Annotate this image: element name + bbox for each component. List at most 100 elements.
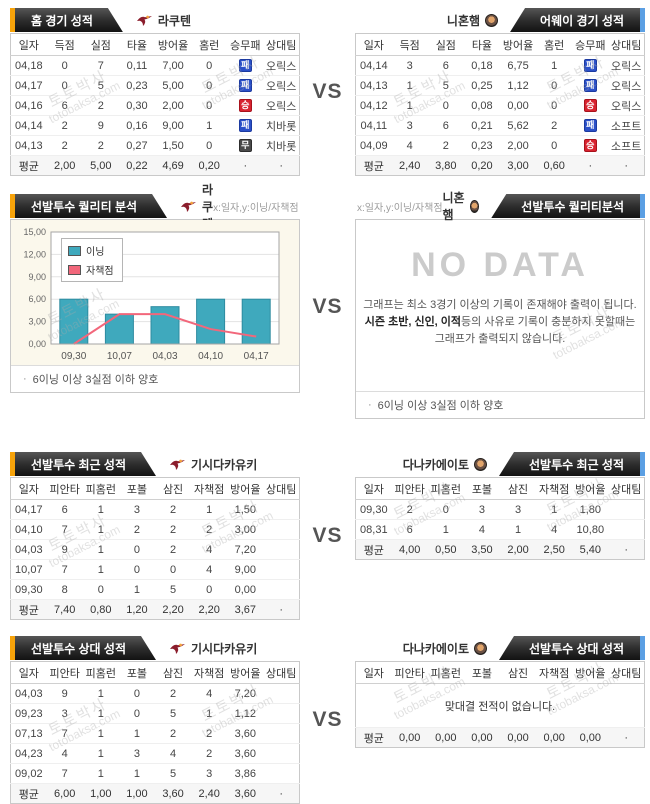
- section-banner: 선발투수 최근 성적: [499, 452, 645, 476]
- table-cell: 09,30: [355, 499, 392, 520]
- table-cell: 1,50: [155, 135, 192, 156]
- table-cell: 07,13: [10, 723, 47, 744]
- table-row: 04,03 9 1 0 2 4 7,20: [10, 683, 300, 704]
- panel-recent-right: 다나카에이토 선발투수 최근 성적 토토박사 totobaksa.com 토토박사…: [355, 452, 645, 560]
- table-row: 07,13 7 1 1 2 2 3,60: [10, 723, 300, 744]
- table-cell: 3: [191, 763, 228, 784]
- pitcher-name: 다나카에이토: [402, 641, 469, 656]
- table-cell: [263, 579, 300, 600]
- table-cell: 0: [536, 95, 573, 116]
- average-row: 평균 7,40 0,80 1,20 2,20 2,20 3,67 ·: [10, 599, 300, 620]
- table-cell: 0: [536, 135, 573, 156]
- table-cell: 04,23: [10, 743, 47, 764]
- table-cell: 2: [46, 115, 83, 136]
- table-cell: 2,40: [191, 783, 228, 804]
- column-header: 포볼: [463, 477, 500, 500]
- team-label: 니혼햄: [447, 8, 499, 32]
- column-header: 포볼: [118, 661, 155, 684]
- nipponham-logo-icon: [469, 199, 480, 213]
- stat-table: 일자 피안타 피홈런 포볼 삼진 자책점 방어율 상대팀 04,17 6 1 3 2 1 1,50 04,1…: [10, 477, 300, 620]
- table-cell: 6,75: [500, 55, 537, 76]
- table-cell: 0: [191, 75, 228, 96]
- table-cell: 1: [500, 519, 537, 540]
- section-title-tab: 선발투수 최근 성적: [15, 452, 156, 476]
- average-row: 평균 4,00 0,50 3,50 2,00 2,50 5,40 ·: [355, 539, 645, 560]
- table-cell: 2,50: [536, 539, 573, 560]
- column-header: 피안타: [46, 477, 83, 500]
- section-banner: 선발투수 상대 성적: [499, 636, 645, 660]
- result-badge-draw: 무: [238, 139, 252, 152]
- x-tick-label: 09,30: [61, 351, 86, 362]
- table-cell: 2,00: [46, 155, 83, 176]
- table-row: 04,09 4 2 0,23 2,00 0 승 소프트: [355, 135, 645, 156]
- table-cell: 3: [500, 499, 537, 520]
- table-cell: 5: [155, 703, 192, 724]
- table-cell: 5: [155, 763, 192, 784]
- table-cell: 9,00: [227, 559, 264, 580]
- orange-accent-bar: [10, 452, 15, 476]
- column-header: 상대팀: [608, 477, 645, 500]
- legend-label: 자책점: [86, 266, 114, 277]
- table-cell: 1,12: [500, 75, 537, 96]
- nodata-title: NO DATA: [411, 246, 589, 284]
- pitcher-label: 기시다카유키: [169, 636, 257, 660]
- table-cell: 5: [155, 579, 192, 600]
- vs-divider: VS: [300, 636, 355, 804]
- earned-runs-line: [73, 313, 257, 345]
- home-record-header: 홈 경기 성적 라쿠텐: [10, 8, 300, 32]
- table-cell: 3: [391, 55, 428, 76]
- y-tick-label: 0,00: [28, 339, 46, 349]
- table-row: 09,02 7 1 1 5 3 3,86: [10, 763, 300, 784]
- vs-label: VS: [312, 294, 343, 318]
- table-cell: 1: [118, 723, 155, 744]
- column-header: 상대팀: [263, 477, 300, 500]
- table-cell: [608, 519, 645, 540]
- rakuten-logo-icon: [169, 458, 186, 471]
- section-banner: 선발투수 퀄리티 분석: [10, 194, 167, 218]
- vs-divider: VS: [300, 8, 355, 176]
- table-cell: 1: [391, 75, 428, 96]
- column-header: 득점: [46, 33, 83, 56]
- column-header: 방어율: [572, 477, 609, 500]
- column-header: 자책점: [536, 477, 573, 500]
- table-cell: 04,16: [10, 95, 47, 116]
- y-tick-label: 12,00: [23, 249, 46, 259]
- table-cell: 04,14: [355, 55, 392, 76]
- table-cell: 0,50: [427, 539, 464, 560]
- legend-swatch: [68, 245, 81, 256]
- table-cell: 평균: [355, 727, 392, 748]
- quality-chart-box: 0,00 3,00 6,00 9,00 12,00 15,00 09,30 10,07 04,0…: [10, 219, 300, 393]
- table-cell: 1,20: [118, 599, 155, 620]
- column-header: 삼진: [155, 661, 192, 684]
- panel-home-record: 홈 경기 성적 라쿠텐 토토박사 totobaksa.com 토토박사 totoba…: [10, 8, 300, 176]
- table-cell: [263, 683, 300, 704]
- table-cell: 04,12: [355, 95, 392, 116]
- column-header: 일자: [355, 477, 392, 500]
- table-cell: 평균: [10, 783, 47, 804]
- nodata-line1: 그래프는 최소 3경기 이상의 기록이 존재해야 출력이 됩니다.: [363, 299, 637, 311]
- table-cell: 1: [427, 519, 464, 540]
- table-cell: 04,09: [355, 135, 392, 156]
- empty-message: 맞대결 전적이 없습니다.: [355, 683, 645, 728]
- axis-note: x:일자,y:이닝/자책점: [213, 202, 299, 214]
- table-cell: 0: [427, 95, 464, 116]
- legend-entry: 이닝: [68, 243, 114, 258]
- table-cell: 04,14: [10, 115, 47, 136]
- panel-away-record: 니혼햄 어웨이 경기 성적 토토박사 totobaksa.com 토토박사 toto…: [355, 8, 645, 176]
- column-header: 상대팀: [608, 33, 645, 56]
- table-cell: 0: [46, 75, 83, 96]
- opponent-header-left: 선발투수 상대 성적 기시다카유키: [10, 636, 300, 660]
- table-cell: 1,80: [572, 499, 609, 520]
- table-cell: 0,25: [463, 75, 500, 96]
- table-cell: 승: [227, 95, 264, 116]
- section-banner: 어웨이 경기 성적: [510, 8, 645, 32]
- section-title-tab: 어웨이 경기 성적: [510, 8, 640, 32]
- table-cell: 0: [536, 75, 573, 96]
- nipponham-logo-icon: [474, 457, 487, 471]
- table-cell: 0,00: [572, 727, 609, 748]
- table-cell: 6: [46, 499, 83, 520]
- column-header: 피홈런: [427, 661, 464, 684]
- table-cell: 1: [391, 95, 428, 116]
- column-header: 일자: [355, 661, 392, 684]
- panel-quality-chart: 선발투수 퀄리티 분석 라쿠텐 x:일자,y:이닝/자책점 0,00 3,00 6,…: [10, 183, 300, 393]
